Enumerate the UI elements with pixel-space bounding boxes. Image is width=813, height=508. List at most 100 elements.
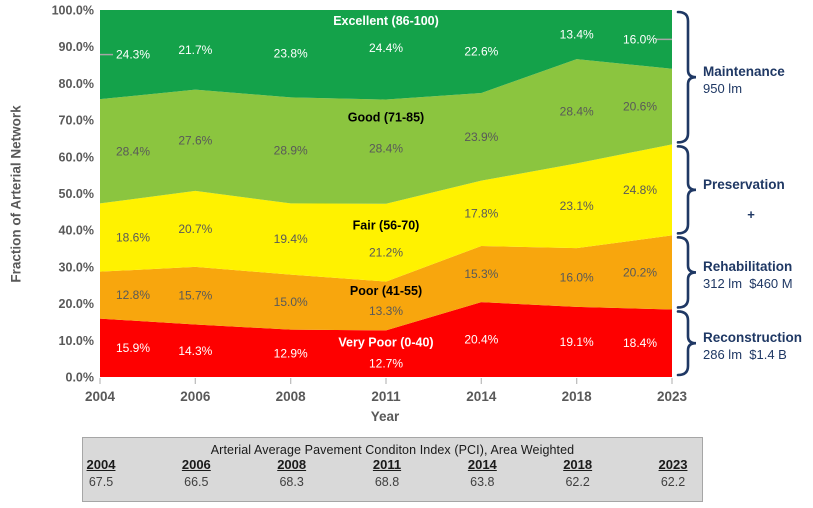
data-label: 15.0% — [274, 295, 308, 309]
data-label: 20.2% — [623, 265, 657, 279]
annotation-title: Rehabilitation — [703, 259, 793, 275]
data-label: 16.0% — [560, 271, 594, 285]
x-axis-title: Year — [370, 409, 400, 424]
pci-value: 68.8 — [374, 475, 400, 489]
area-fair-56-70 — [100, 144, 672, 282]
series-name-label: Good (71-85) — [348, 111, 424, 125]
series-name-label: Poor (41-55) — [350, 284, 422, 298]
annotation-subtitle: 950 lm — [703, 81, 743, 97]
pci-year: 2008 — [277, 457, 307, 472]
y-tick-label: 60.0% — [59, 150, 94, 164]
data-label: 15.7% — [178, 289, 212, 303]
stacked-area-chart: 100.0% 90.0% 80.0% 70.0% 60.0% 50.0% 40.0% 30.0… — [52, 4, 697, 404]
pci-value: 66.5 — [184, 475, 209, 489]
data-label: 16.0% — [623, 32, 657, 46]
data-label: 12.8% — [116, 288, 150, 302]
data-label: 19.4% — [274, 232, 308, 246]
data-label: 28.9% — [274, 143, 308, 157]
area-good-71-85 — [100, 59, 672, 204]
pci-year: 2004 — [86, 457, 116, 472]
y-tick-label: 10.0% — [59, 334, 94, 348]
x-tick-label: 2018 — [562, 389, 593, 404]
data-label: 24.3% — [116, 48, 150, 62]
y-axis-title: Fraction of Arterial Network — [8, 105, 24, 283]
data-label: 14.3% — [178, 344, 212, 358]
data-label: 28.4% — [560, 104, 594, 118]
data-label: 20.6% — [623, 100, 657, 114]
data-label: 12.7% — [369, 357, 403, 371]
area-very-poor-0-40 — [100, 302, 672, 377]
series-name-label: Fair (56-70) — [353, 219, 420, 233]
data-label: 22.6% — [464, 44, 498, 58]
bracket-preservation — [676, 145, 697, 235]
data-label: 20.4% — [464, 333, 498, 347]
bracket-rehabilitation — [676, 236, 697, 309]
data-label: 15.3% — [464, 267, 498, 281]
pci-value: 63.8 — [470, 475, 495, 489]
y-tick-label: 50.0% — [59, 187, 94, 201]
bracket-reconstruction — [676, 310, 697, 377]
pci-table: Arterial Average Pavement Conditon Index… — [82, 437, 703, 502]
annotation-title: Reconstruction — [703, 330, 803, 346]
data-label: 19.1% — [560, 335, 594, 349]
annotation-reconstruction: Reconstruction 286 lm $1.4 B — [703, 329, 802, 363]
data-label: 28.4% — [116, 144, 150, 158]
x-tick-label: 2004 — [85, 389, 116, 404]
data-label: 21.7% — [178, 43, 212, 57]
data-label: 12.9% — [274, 346, 308, 360]
annotation-subtitle: 312 lm $460 M — [703, 276, 793, 292]
pci-value: 67.5 — [88, 475, 114, 489]
pci-year: 2014 — [467, 457, 497, 472]
annotation-maintenance: Maintenance 950 lm — [703, 63, 785, 97]
bracket-maintenance — [676, 10, 697, 144]
pci-value: 68.3 — [279, 475, 304, 489]
x-tick-label: 2023 — [657, 389, 688, 404]
data-label: 24.8% — [623, 183, 657, 197]
pci-column: 2006 66.5 — [182, 457, 211, 489]
pci-column: 2018 62.2 — [563, 457, 592, 489]
x-tick-label: 2008 — [276, 389, 307, 404]
pci-year: 2006 — [181, 457, 211, 472]
data-label: 24.4% — [369, 41, 403, 55]
x-tick-label: 2006 — [180, 389, 211, 404]
pci-value: 62.2 — [565, 475, 590, 489]
series-name-label: Very Poor (0-40) — [338, 336, 433, 350]
pci-value: 62.2 — [660, 475, 686, 489]
pci-table-title: Arterial Average Pavement Conditon Index… — [210, 443, 575, 457]
data-label: 13.3% — [369, 304, 403, 318]
x-tick-label: 2011 — [371, 389, 401, 404]
y-tick-label: 40.0% — [59, 224, 94, 238]
data-label: 23.1% — [560, 199, 594, 213]
data-label: 15.9% — [116, 341, 150, 355]
y-tick-label: 100.0% — [52, 4, 94, 18]
pci-year: 2023 — [658, 457, 688, 472]
area-poor-41-55 — [100, 235, 672, 331]
x-tick-label: 2014 — [466, 389, 497, 404]
data-label: 23.9% — [464, 130, 498, 144]
series-name-label: Excellent (86-100) — [333, 14, 439, 28]
data-label: 28.4% — [369, 142, 403, 156]
data-label: 23.8% — [274, 47, 308, 61]
data-label: 20.7% — [178, 222, 212, 236]
y-tick-label: 90.0% — [59, 40, 94, 54]
y-tick-label: 70.0% — [59, 114, 94, 128]
y-tick-label: 80.0% — [59, 77, 94, 91]
pci-year: 2018 — [563, 457, 593, 472]
data-label: 27.6% — [178, 133, 212, 147]
area-excellent-86-100 — [100, 10, 672, 100]
pci-column: 2011 68.8 — [373, 457, 401, 489]
pci-column: 2023 62.2 — [659, 457, 688, 489]
data-label: 18.6% — [116, 231, 150, 245]
annotation-title: Preservation — [703, 176, 785, 192]
data-label: 13.4% — [560, 28, 594, 42]
pci-year: 2011 — [372, 457, 402, 472]
pci-column: 2004 67.5 — [87, 457, 116, 489]
data-label: 21.2% — [369, 246, 403, 260]
annotation-rehabilitation: Rehabilitation 312 lm $460 M — [703, 258, 793, 292]
annotation-subtitle: + — [747, 206, 755, 222]
annotation-title: Maintenance — [703, 64, 785, 80]
data-label: 18.4% — [623, 336, 657, 350]
y-tick-label: 20.0% — [59, 297, 94, 311]
annotation-preservation: Preservation + — [703, 176, 799, 223]
